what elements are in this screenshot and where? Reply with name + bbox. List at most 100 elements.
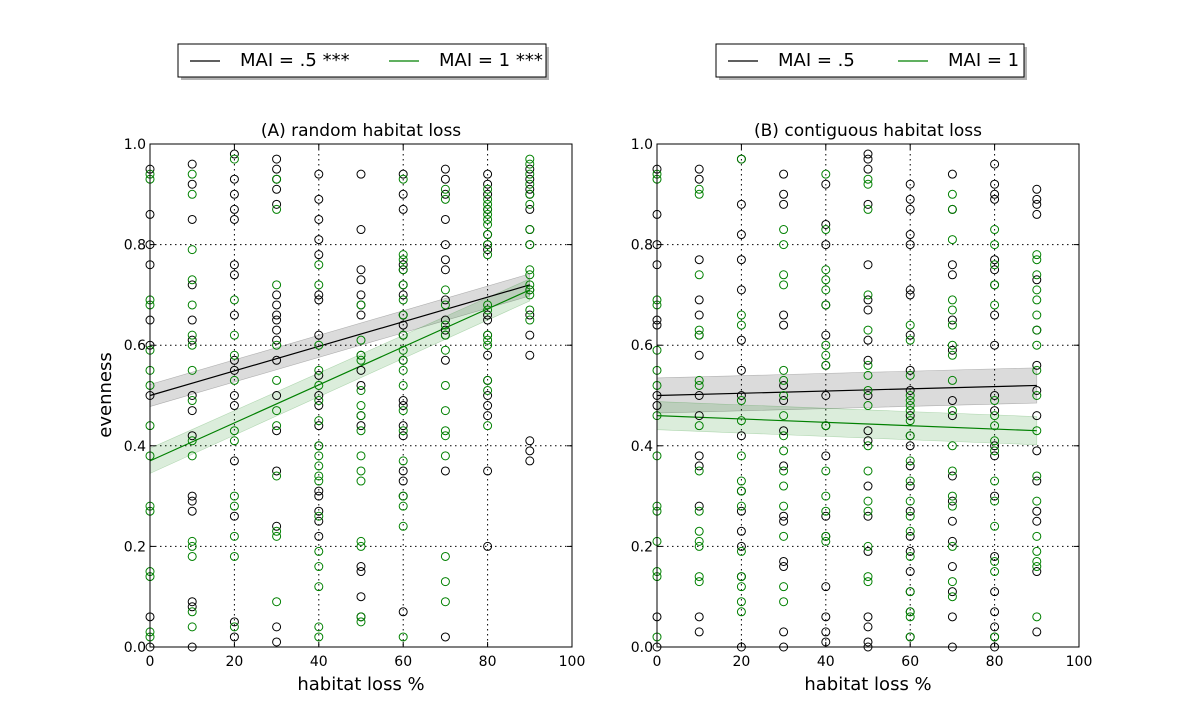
data-point <box>1032 546 1042 556</box>
data-point <box>736 486 746 496</box>
data-point <box>187 275 197 285</box>
data-point <box>483 411 493 421</box>
data-point <box>314 260 324 270</box>
data-point <box>272 637 282 647</box>
y-tick-label: 1.0 <box>631 137 653 153</box>
data-point <box>398 290 408 300</box>
data-point <box>483 184 493 194</box>
data-point <box>905 240 915 250</box>
data-point <box>483 250 493 260</box>
data-point <box>525 270 535 280</box>
data-point <box>821 225 831 235</box>
data-point <box>779 310 789 320</box>
data-point <box>398 396 408 406</box>
data-point <box>821 350 831 360</box>
data-point <box>483 169 493 179</box>
data-point <box>1032 446 1042 456</box>
data-point <box>525 169 535 179</box>
data-point <box>863 391 873 400</box>
y-axis-label: evenness <box>95 352 116 437</box>
data-point <box>483 245 493 255</box>
data-point <box>736 310 746 320</box>
data-point <box>314 441 324 451</box>
data-point <box>990 194 1000 204</box>
data-point <box>821 612 831 622</box>
data-point <box>1032 285 1042 295</box>
x-tick-label: 40 <box>817 654 835 670</box>
data-point <box>398 295 408 305</box>
y-tick-labels: 0.0 0.2 0.4 0.6 0.8 1.0 <box>631 137 653 656</box>
data-point <box>821 179 831 189</box>
legend-label-mai-05: MAI = .5 *** <box>240 50 350 71</box>
data-point <box>779 375 789 385</box>
data-point <box>863 199 873 209</box>
data-point <box>398 476 408 486</box>
data-point <box>314 330 324 340</box>
data-point <box>947 189 957 199</box>
data-point <box>821 466 831 476</box>
data-point <box>525 456 535 466</box>
data-point <box>229 501 239 511</box>
data-point <box>187 189 197 199</box>
data-point <box>398 355 408 365</box>
panel-a: MAI = .5 *** MAI = 1 *** (A) random habi… <box>95 43 585 695</box>
data-point <box>525 179 535 189</box>
data-point <box>187 280 197 290</box>
data-point <box>821 219 831 229</box>
data-point <box>736 597 746 607</box>
data-point <box>272 204 282 214</box>
data-point <box>821 451 831 461</box>
gridlines <box>657 144 1079 647</box>
data-point <box>398 431 408 441</box>
data-point <box>905 567 915 577</box>
data-point <box>272 426 282 436</box>
data-point <box>483 315 493 325</box>
data-point <box>905 506 915 516</box>
data-point <box>736 546 746 556</box>
data-point <box>863 637 873 647</box>
data-point <box>779 431 789 441</box>
data-point <box>905 546 915 556</box>
data-point <box>779 391 789 400</box>
data-point <box>356 225 366 235</box>
data-point <box>1032 255 1042 265</box>
data-point <box>990 225 1000 235</box>
data-point <box>1032 340 1042 350</box>
data-point <box>483 230 493 240</box>
data-point <box>229 531 239 541</box>
data-point <box>990 446 1000 456</box>
data-point <box>187 506 197 516</box>
y-tick-label: 0.2 <box>631 539 653 555</box>
data-point <box>905 526 915 536</box>
data-point <box>272 466 282 476</box>
data-point <box>483 209 493 219</box>
data-point <box>1032 531 1042 541</box>
data-point <box>779 225 789 235</box>
data-point <box>187 541 197 551</box>
data-point <box>398 521 408 531</box>
data-point <box>905 285 915 295</box>
data-point <box>863 496 873 506</box>
data-point <box>440 451 450 461</box>
data-point <box>356 355 366 365</box>
data-point <box>356 536 366 546</box>
data-point <box>356 541 366 551</box>
data-point <box>314 471 324 481</box>
data-point <box>736 335 746 345</box>
data-point <box>905 370 915 380</box>
data-point <box>736 199 746 209</box>
data-point <box>229 350 239 360</box>
data-point <box>779 240 789 250</box>
data-point <box>187 179 197 189</box>
fit-line <box>149 289 531 462</box>
data-point <box>356 567 366 577</box>
data-point <box>272 521 282 531</box>
data-point <box>229 204 239 214</box>
data-point <box>1032 556 1042 566</box>
data-point <box>1032 250 1042 260</box>
data-point <box>314 370 324 380</box>
data-point <box>905 632 915 642</box>
data-point <box>272 421 282 431</box>
data-point <box>398 380 408 390</box>
data-point <box>905 431 915 441</box>
